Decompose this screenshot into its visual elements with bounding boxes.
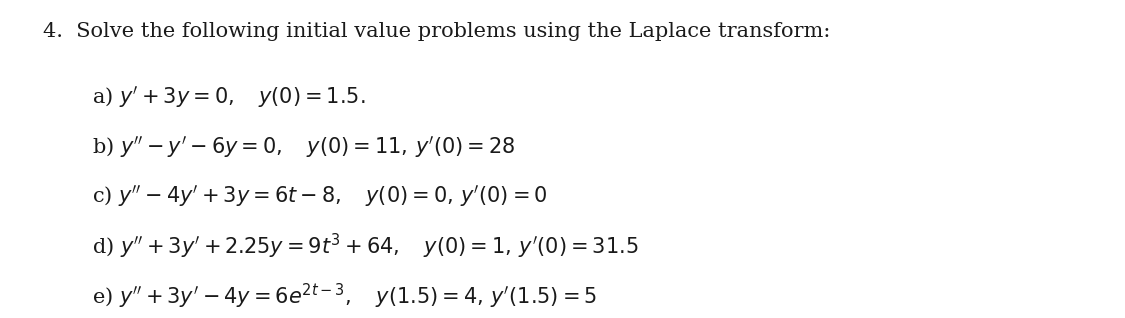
Text: e) $y'' + 3y' - 4y = 6e^{2t-3}, \quad y(1.5) = 4,\, y'(1.5) = 5$: e) $y'' + 3y' - 4y = 6e^{2t-3}, \quad y(… (92, 281, 597, 311)
Text: 4.  Solve the following initial value problems using the Laplace transform:: 4. Solve the following initial value pro… (43, 22, 830, 41)
Text: b) $y'' - y' - 6y = 0, \quad y(0) = 11,\, y'(0) = 28$: b) $y'' - y' - 6y = 0, \quad y(0) = 11,\… (92, 134, 515, 160)
Text: c) $y'' - 4y' + 3y = 6t - 8, \quad y(0) = 0,\, y'(0) = 0$: c) $y'' - 4y' + 3y = 6t - 8, \quad y(0) … (92, 183, 548, 209)
Text: a) $y' + 3y = 0, \quad y(0) = 1.5.$: a) $y' + 3y = 0, \quad y(0) = 1.5.$ (92, 84, 366, 110)
Text: d) $y'' + 3y' + 2.25y = 9t^3 + 64, \quad y(0) = 1,\, y'(0) = 31.5$: d) $y'' + 3y' + 2.25y = 9t^3 + 64, \quad… (92, 232, 639, 261)
